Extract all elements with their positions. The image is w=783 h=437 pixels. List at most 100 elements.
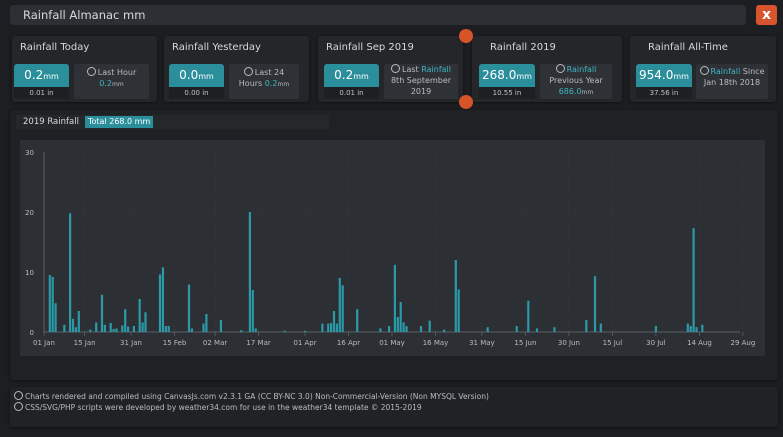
panel-title: Rainfall 2019 — [490, 42, 556, 53]
x-tick-label: 29 Aug — [730, 339, 755, 347]
rain-bar — [141, 322, 144, 332]
rain-bar — [686, 323, 689, 332]
rain-bar — [48, 275, 51, 332]
x-tick-label: 15 Jan — [74, 339, 96, 347]
title-bar: Rainfall Almanac mm — [10, 5, 746, 25]
rain-value: 268.0mm — [482, 68, 532, 82]
y-tick-label: 20 — [25, 209, 34, 217]
rain-bar — [338, 278, 341, 332]
rain-bar — [402, 322, 405, 332]
rainfall-bar-chart: 0 10 20 30 01 Jan 15 Jan 31 Jan 15 Feb 02 Mar 17 … — [25, 149, 755, 347]
rain-bar — [54, 303, 57, 332]
rain-bar — [115, 328, 118, 332]
side-info: Last Hour 0.2mm — [74, 64, 149, 99]
rain-value: 954.0mm — [639, 68, 689, 82]
chart-background — [20, 140, 765, 356]
panel-rainfall-sep: Rainfall Sep 2019 0.2mm 0.01 in Last Rai… — [318, 36, 463, 102]
scroll-handle-bottom[interactable] — [459, 95, 473, 109]
panel-title: Rainfall Yesterday — [172, 42, 261, 53]
rain-bar — [443, 329, 446, 332]
rain-bar — [202, 323, 205, 332]
rain-bar — [89, 329, 92, 332]
panel-title: Rainfall Today — [20, 42, 90, 53]
rain-bar — [71, 318, 75, 332]
x-tick-label: 16 May — [423, 339, 449, 347]
rain-bar — [109, 323, 112, 332]
x-tick-label: 01 Apr — [293, 339, 316, 347]
side-info: Rainfall Since Jan 18th 2018 — [696, 64, 768, 99]
rain-bar — [63, 324, 66, 332]
x-tick-label: 31 May — [469, 339, 495, 347]
rain-bar — [69, 213, 72, 332]
x-tick-label: 30 Jul — [646, 339, 666, 347]
rain-bar — [341, 285, 344, 332]
page-title: Rainfall Almanac mm — [23, 8, 146, 22]
footer-line-2: CSS/SVG/PHP scripts were developed by we… — [25, 403, 422, 412]
x-tick-label: 30 Jun — [558, 339, 580, 347]
chart-header: 2019 Rainfall Total 268.0 mm — [16, 115, 329, 129]
rain-bar — [457, 289, 460, 332]
side-info: Last 24 Hours 0.2mm — [229, 64, 299, 99]
x-tick-label: 17 Mar — [246, 339, 270, 347]
rain-bar — [335, 323, 338, 332]
rain-bar — [379, 328, 382, 332]
x-tick-label: 01 Jan — [33, 339, 55, 347]
rain-bar — [330, 323, 333, 332]
x-tick-label: 14 Aug — [687, 339, 712, 347]
rain-bar — [158, 274, 162, 332]
rain-bar — [167, 326, 170, 332]
panel-title: Rainfall Sep 2019 — [326, 42, 414, 53]
panel-rainfall-alltime: Rainfall All-Time 954.0mm 37.56 in Rainf… — [630, 36, 776, 102]
close-button[interactable]: x — [756, 5, 777, 25]
rain-bar — [248, 212, 251, 332]
rain-bar — [283, 330, 286, 332]
x-tick-label: 15 Jul — [603, 339, 623, 347]
value-box: 954.0mm 37.56 in — [636, 64, 692, 99]
rain-value: 0.2mm — [24, 68, 59, 82]
x-tick-label: 31 Jan — [120, 339, 142, 347]
rain-bar — [654, 326, 657, 332]
footer: Charts rendered and compiled using Canva… — [10, 387, 778, 427]
rain-bar — [251, 290, 254, 332]
rain-bar — [144, 312, 147, 332]
rain-value: 0.2mm — [334, 68, 369, 82]
rain-value: 0.0mm — [179, 68, 214, 82]
rain-bar — [161, 267, 164, 332]
scroll-handle-top[interactable] — [459, 29, 473, 43]
rain-bar — [205, 314, 208, 332]
rain-bar — [515, 326, 518, 332]
panel-rainfall-yesterday: Rainfall Yesterday 0.0mm 0.00 in Last 24… — [164, 36, 309, 102]
rain-bar — [695, 327, 698, 332]
rain-bar — [405, 326, 408, 332]
rain-inches: 0.01 in — [14, 87, 69, 99]
clock-icon — [391, 64, 401, 73]
rain-bar — [399, 302, 402, 332]
rain-bar — [689, 326, 692, 332]
y-tick-label: 0 — [30, 329, 34, 337]
rain-bar — [127, 326, 130, 332]
rain-bar — [95, 322, 98, 332]
rain-bar — [100, 294, 104, 332]
rain-bar — [103, 324, 106, 332]
rain-bar — [321, 323, 324, 332]
info-icon — [14, 391, 23, 400]
side-info: Last Rainfall 8th September 2019 — [384, 64, 458, 99]
rain-bar — [428, 320, 431, 332]
rain-bar — [219, 320, 222, 332]
footer-line-1: Charts rendered and compiled using Canva… — [25, 392, 489, 401]
x-tick-label: 16 Apr — [337, 339, 360, 347]
rain-bar — [454, 260, 457, 332]
clock-icon — [86, 67, 96, 76]
info-icon — [14, 402, 23, 411]
rain-bar — [593, 276, 597, 332]
rain-bar — [356, 309, 359, 332]
total-badge: Total 268.0 mm — [85, 116, 154, 128]
side-info: Rainfall Previous Year 686.0mm — [540, 64, 612, 99]
rain-bar — [124, 309, 127, 332]
y-tick-label: 10 — [25, 269, 34, 277]
clock-icon — [699, 66, 709, 75]
rain-bar — [74, 327, 77, 332]
panel-rainfall-today: Rainfall Today 0.2mm 0.01 in Last Hour 0… — [12, 36, 157, 102]
rain-bar — [240, 330, 243, 332]
value-box: 0.0mm 0.00 in — [169, 64, 224, 99]
